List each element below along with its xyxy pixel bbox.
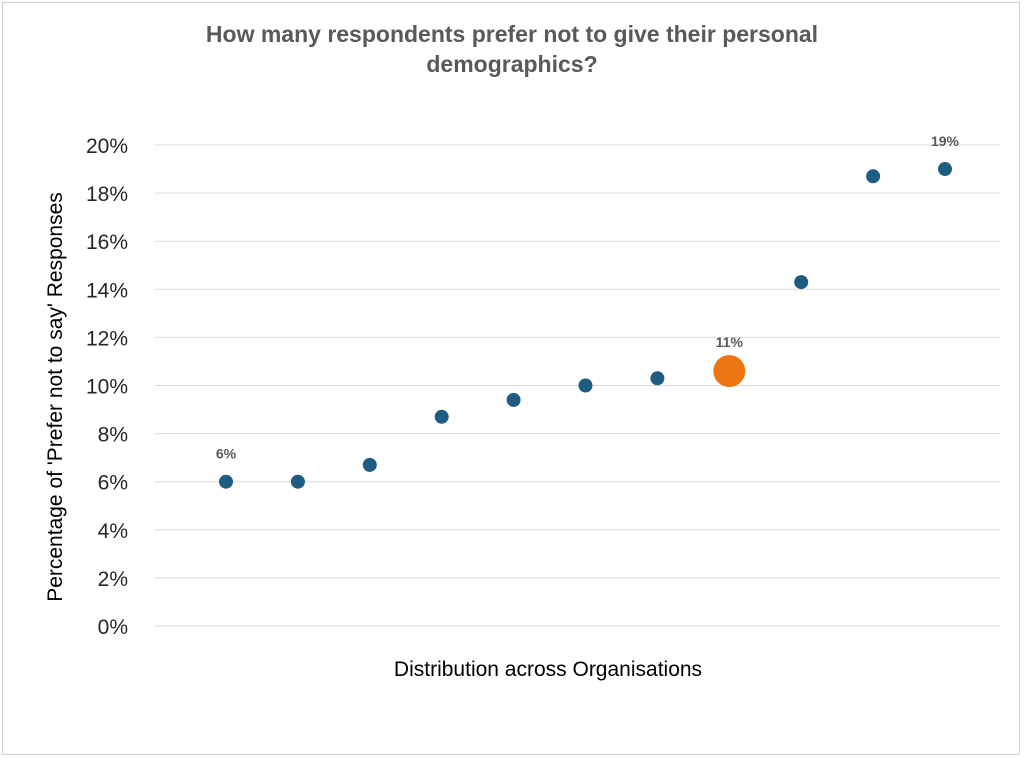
data-point (794, 275, 809, 290)
chart-title-line-2: demographics? (426, 51, 597, 77)
chart-title-line-1: How many respondents prefer not to give … (206, 21, 818, 47)
y-tick-label: 14% (86, 279, 128, 302)
y-tick-label: 18% (86, 183, 128, 206)
data-point (938, 162, 952, 177)
data-label: 19% (931, 133, 960, 149)
data-point (506, 392, 521, 407)
y-tick-label: 4% (98, 520, 128, 543)
y-tick-label: 2% (98, 568, 128, 591)
data-point (219, 474, 233, 489)
data-point (866, 169, 881, 184)
highlighted-data-point (713, 355, 746, 388)
data-label: 6% (216, 446, 237, 462)
data-point (362, 457, 377, 472)
data-point (578, 378, 593, 393)
data-label: 11% (716, 334, 744, 350)
data-point (650, 371, 665, 386)
y-axis-label: Percentage of 'Prefer not to say' Respon… (44, 192, 67, 602)
y-tick-label: 20% (86, 135, 128, 158)
data-point (434, 409, 449, 424)
y-tick-label: 12% (86, 327, 128, 350)
y-tick-label: 8% (98, 424, 128, 447)
y-tick-label: 6% (98, 472, 128, 495)
data-point (290, 474, 305, 489)
y-tick-label: 16% (86, 231, 128, 254)
y-tick-label: 0% (98, 616, 128, 639)
y-tick-label: 10% (86, 376, 128, 399)
x-axis-label: Distribution across Organisations (394, 658, 702, 681)
